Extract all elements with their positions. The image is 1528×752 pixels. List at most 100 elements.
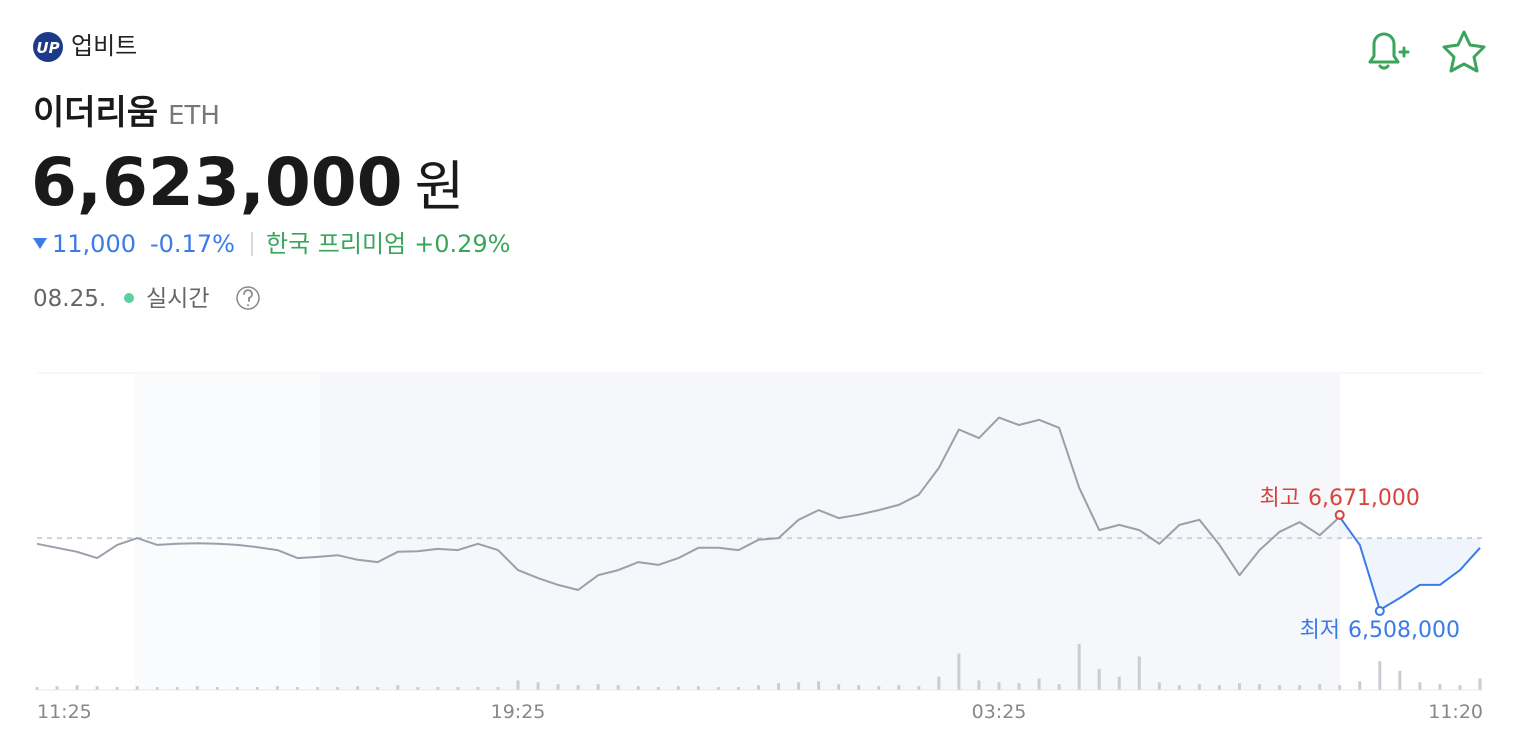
volume-bar: [195, 686, 199, 690]
volume-bar: [857, 685, 861, 690]
volume-bar: [1217, 685, 1221, 690]
volume-bar: [797, 682, 801, 690]
volume-bar: [656, 687, 660, 690]
volume-bar: [1037, 678, 1041, 690]
volume-bar: [1278, 685, 1282, 690]
volume-bar: [716, 687, 720, 690]
coin-name: 이더리움: [33, 93, 158, 133]
volume-bar: [556, 684, 560, 690]
volume-bar: [255, 687, 259, 690]
favorite-button[interactable]: [1442, 30, 1486, 73]
volume-bar: [1137, 656, 1141, 690]
volume-bar: [1157, 682, 1161, 690]
high-value: 6,671,000: [1308, 486, 1420, 511]
volume-bar: [596, 684, 600, 690]
high-label: 최고 6,671,000: [1259, 486, 1419, 511]
volume-bar: [155, 687, 159, 690]
volume-bar: [55, 686, 59, 690]
volume-bar: [296, 687, 300, 690]
volume-bar: [1197, 684, 1201, 690]
volume-bar: [1258, 684, 1262, 690]
volume-bar: [777, 683, 781, 690]
volume-bar: [516, 680, 520, 690]
volume-bar: [1398, 670, 1402, 690]
volume-bar: [1057, 684, 1061, 690]
volume-bar: [676, 686, 680, 690]
chart: 11:25 19:25 03:25 11:20 최고 6,671,000 최저 6,508,0…: [35, 416, 1483, 723]
volume-bar: [115, 687, 119, 690]
logo-text: UP: [36, 39, 59, 57]
volume-bar: [937, 676, 941, 690]
volume-bar: [1177, 685, 1181, 690]
x-tick-label: 11:20: [1428, 701, 1483, 723]
volume-bar: [1117, 676, 1121, 690]
volume-bar: [1358, 681, 1362, 690]
volume-bar: [696, 686, 700, 690]
status: 실시간: [146, 286, 209, 312]
volume-bar: [997, 682, 1001, 690]
volume-bar: [536, 682, 540, 690]
coin-symbol: ETH: [168, 101, 220, 131]
volume-bar: [877, 686, 881, 690]
low-value: 6,508,000: [1348, 618, 1460, 643]
volume-bar: [416, 687, 420, 690]
volume-bar: [95, 686, 99, 690]
price-value: 6,623,000: [31, 144, 403, 221]
volume-bar: [35, 687, 39, 690]
volume-bar: [135, 686, 139, 690]
exchange: 업비트: [71, 32, 137, 60]
icons: [1368, 30, 1486, 73]
volume-bar: [817, 681, 821, 690]
volume-bar: [1238, 683, 1241, 690]
session-band: [135, 373, 320, 690]
premium: 한국 프리미엄 +0.29%: [266, 230, 510, 258]
volume-bar: [456, 687, 460, 690]
x-tick-label: 03:25: [972, 701, 1027, 723]
volume-bar: [957, 653, 961, 690]
down-arrow: [33, 238, 47, 249]
volume-bar: [636, 686, 640, 690]
volume-bar: [1338, 685, 1342, 690]
live-dot: [124, 293, 134, 303]
volume-bar: [977, 680, 981, 690]
change-value: 11,000: [52, 230, 136, 258]
volume-bar: [757, 685, 760, 690]
change: 11,000 -0.17%: [52, 230, 235, 258]
volume-bar: [1318, 684, 1322, 690]
volume-bar: [75, 685, 79, 690]
volume-bar: [276, 686, 279, 690]
volume-bar: [616, 685, 620, 690]
alarm-button[interactable]: [1368, 32, 1400, 70]
volume-bar: [215, 687, 219, 690]
premium-value: +0.29%: [414, 230, 510, 258]
alarm-plus: [1398, 46, 1410, 58]
volume-bar: [1298, 685, 1302, 690]
volume-bar: [1077, 644, 1081, 690]
volume-bar: [316, 687, 320, 690]
volume-bar: [736, 687, 740, 690]
x-tick-label: 19:25: [491, 701, 546, 723]
volume-bar: [1438, 684, 1442, 690]
currency: 원: [415, 155, 465, 218]
date: 08.25.: [33, 286, 106, 312]
volume-bar: [1418, 682, 1422, 690]
price: 6,623,000 원: [31, 144, 464, 221]
coin-title: 이더리움 ETH: [33, 93, 220, 133]
help-button[interactable]: [236, 286, 260, 310]
low-marker: [1374, 606, 1385, 617]
x-tick-label: 11:25: [37, 701, 92, 723]
volume-bar: [235, 687, 239, 690]
low-label: 최저 6,508,000: [1300, 618, 1460, 643]
volume-bar: [436, 687, 440, 690]
volume-bar: [476, 687, 480, 690]
volume-bar: [1378, 661, 1382, 690]
volume-bar: [396, 685, 400, 690]
volume-bar: [897, 685, 901, 690]
logo: [33, 32, 63, 62]
volume-bar: [1478, 678, 1482, 690]
volume-bar: [496, 687, 500, 690]
volume-bar: [376, 687, 380, 690]
premium-label: 한국 프리미엄: [266, 230, 406, 258]
